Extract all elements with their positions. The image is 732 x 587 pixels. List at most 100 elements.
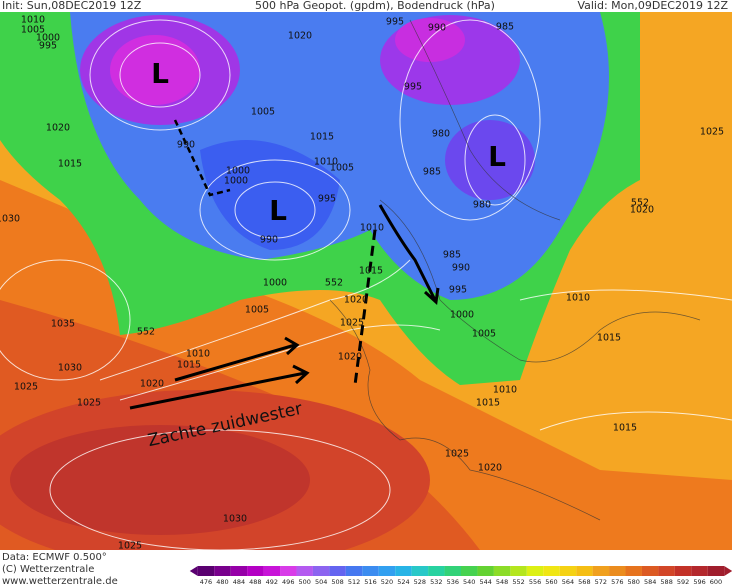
isobar-label: 980 [432,129,450,140]
isobar-label: 1000 [263,278,287,289]
isobar-label: 1015 [359,266,383,277]
colorbar-segment [329,566,346,576]
map-title: 500 hPa Geopot. (gpdm), Bodendruck (hPa) [255,0,495,12]
colorbar-tick-label: 492 [266,578,278,586]
isobar-label: 1015 [310,132,334,143]
isobar-label: 1015 [58,159,82,170]
colorbar-end [189,566,198,576]
colorbar-segment [444,566,461,576]
isobar-label: 990 [452,263,470,274]
colorbar-tick-label: 480 [216,578,228,586]
annotations [129,119,440,410]
isobar-label: 1030 [0,214,20,225]
low-pressure-marker: L [151,57,169,90]
isobar-label: 1025 [77,398,101,409]
isobar-label: 1000 [224,176,248,187]
isobar-label: 1015 [476,398,500,409]
isobar-label: 1020 [338,352,362,363]
isobar-label: 1005 [21,25,45,36]
isobar-label: 980 [473,200,491,211]
colorbar-tick-label: 572 [595,578,607,586]
colorbar-segment [526,566,544,576]
map-background [0,12,732,550]
colorbar-segment [345,566,363,576]
colorbar-tick-label: 540 [463,578,475,586]
colorbar-tick-label: 536 [447,578,459,586]
colorbar-segment [707,566,725,576]
data-source: Data: ECMWF 0.500° [2,552,107,563]
colorbar-segment [378,566,396,576]
valid-time: Valid: Mon,09DEC2019 12Z [577,0,728,12]
isobar-label: 1020 [46,123,70,134]
isobar-label: 1015 [177,360,201,371]
website: www.wetterzentrale.de [2,576,118,587]
isobar-label: 1005 [472,329,496,340]
isobar-label: 1005 [330,163,354,174]
colorbar-segment [461,566,478,576]
colorbar-segment [280,566,297,576]
isobar-label: 1035 [51,319,75,330]
colorbar-tick-label: 556 [529,578,541,586]
colorbar-tick-label: 552 [512,578,524,586]
isobar-label: 552 [137,327,155,338]
isobar-label: 995 [39,41,57,52]
colorbar-tick-label: 532 [430,578,442,586]
colorbar-segment [641,566,659,576]
colorbar-tick-label: 592 [677,578,689,586]
isobar-label: 1010 [21,15,45,26]
isobar-label: 1010 [186,349,210,360]
colorbar-segment [559,566,577,576]
colorbar-tick-label: 516 [364,578,376,586]
colorbar-tick-label: 576 [611,578,623,586]
colorbar-segment [247,566,264,576]
colorbar-segment [296,566,313,576]
isobar-label: 1020 [344,295,368,306]
isobar-label: 995 [318,194,336,205]
colorbar-segment [428,566,445,576]
isobar-label: 985 [443,250,461,261]
colorbar-tick-label: 524 [397,578,409,586]
isobar-label: 985 [496,22,514,33]
colorbar-segment [493,566,511,576]
isobar-label: 1010 [566,293,590,304]
colorbar-tick-label: 488 [249,578,261,586]
colorbar-tick-label: 588 [660,578,672,586]
colorbar-segment [411,566,429,576]
colorbar-tick-label: 564 [562,578,574,586]
low-pressure-marker: L [488,140,506,173]
isobar-label: 1015 [613,423,637,434]
isobar-label: 552 [325,278,343,289]
colorbar-tick-label: 580 [628,578,640,586]
isobar-label: 1030 [223,514,247,525]
colorbar-segment [691,566,708,576]
colorbar-tick-label: 560 [545,578,557,586]
colorbar-tick-label: 484 [233,578,245,586]
isobars [0,19,732,550]
isobar-label: 1025 [445,449,469,460]
isobar-label: 1025 [340,318,364,329]
colorbar-tick-label: 528 [414,578,426,586]
colorbar-tick-label: 508 [331,578,343,586]
isobar-label: 995 [386,17,404,28]
colorbar-tick-label: 584 [644,578,656,586]
isobar-label: 1020 [140,379,164,390]
colorbar-end [724,566,732,576]
coastlines [329,19,701,521]
isobar-label: 1025 [700,127,724,138]
colorbar-tick-label: 512 [348,578,360,586]
isobar-label: 1010 [314,157,338,168]
colorbar-tick-label: 504 [315,578,327,586]
colorbar-segment [658,566,675,576]
colorbar-segment [312,566,330,576]
colorbar-segment [230,566,248,576]
isobar-label: 1025 [14,382,38,393]
colorbar-segment [592,566,610,576]
colorbar-segment [395,566,412,576]
colorbar-segment [674,566,692,576]
isobar-label: 1005 [251,107,275,118]
isobar-label: 1020 [478,463,502,474]
isobar-label: 1010 [360,223,384,234]
isobar-label: 995 [404,82,422,93]
colorbar-segment [362,566,379,576]
isobar-label: 552 [631,198,649,209]
